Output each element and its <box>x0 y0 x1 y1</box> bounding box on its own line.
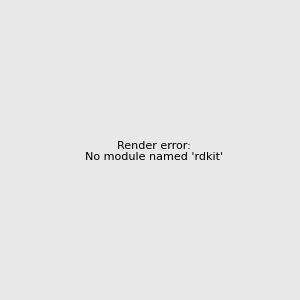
Text: Render error:
No module named 'rdkit': Render error: No module named 'rdkit' <box>85 141 223 162</box>
